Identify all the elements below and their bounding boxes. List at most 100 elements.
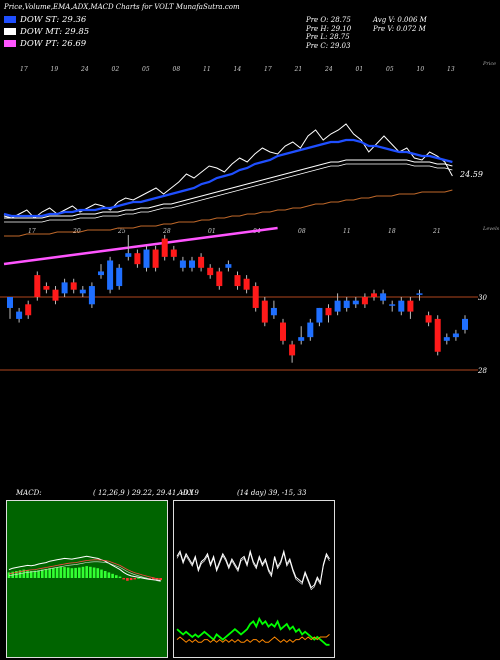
candle-body xyxy=(125,253,132,257)
prev-high: Pre H: 29.10 xyxy=(306,24,352,33)
macd-chart xyxy=(6,500,168,658)
date-label-top: 17 xyxy=(20,66,28,73)
prev-low: Pre L: 28.75 xyxy=(306,33,350,41)
date-label-top: 05 xyxy=(142,66,150,73)
macd-signal-line xyxy=(8,559,161,580)
macd-hist-bar xyxy=(7,572,11,578)
candle-body xyxy=(371,293,377,297)
adx-line-0 xyxy=(176,549,330,589)
candle-body xyxy=(116,267,123,287)
macd-hist-bar xyxy=(118,576,122,578)
candle-body xyxy=(88,286,95,305)
macd-hist-bar xyxy=(41,569,44,578)
macd-hist-bar xyxy=(115,575,118,578)
macd-hist-bar xyxy=(133,578,137,580)
candle-body xyxy=(98,271,104,276)
legend-label-st: DOW ST: 29.36 xyxy=(20,15,87,25)
date-label-bottom: 25 xyxy=(117,228,126,235)
prev-close: Pre C: 29.03 xyxy=(306,41,351,50)
adx-panel-bg xyxy=(173,500,335,658)
candle-body xyxy=(434,318,441,352)
legend-item-pt: DOW PT: 26.69 xyxy=(4,39,89,51)
legend: DOW ST: 29.36 DOW MT: 29.85 DOW PT: 26.6… xyxy=(4,15,89,51)
candle-body xyxy=(298,337,305,341)
date-label-top: 10 xyxy=(417,66,425,73)
date-label-bottom: 08 xyxy=(298,228,306,235)
level-lines: 30 28 xyxy=(0,294,487,375)
candle-body xyxy=(416,293,423,295)
macd-hist-bar xyxy=(59,566,63,578)
adx-params: (14 day) 39, -15, 33 xyxy=(237,489,307,497)
legend-label-mt: DOW MT: 29.85 xyxy=(20,27,90,37)
macd-hist-bar xyxy=(137,578,140,579)
candle-body xyxy=(216,271,223,287)
macd-label: MACD: xyxy=(16,489,42,497)
price-chart: 17 19 24 02 05 08 11 14 17 21 24 01 05 10 13 17 20 25 28 0… xyxy=(0,61,500,375)
macd-hist-bar xyxy=(29,571,33,578)
legend-swatch-pt xyxy=(4,40,16,47)
macd-signal-shadow xyxy=(8,561,161,582)
candle-body xyxy=(452,333,459,338)
ema-line-0 xyxy=(3,123,453,219)
macd-hist-bar xyxy=(129,578,133,581)
macd-hist-bar xyxy=(55,567,59,578)
adx-label: ADX xyxy=(178,489,194,497)
macd-hist-bar xyxy=(107,572,111,578)
candle-body xyxy=(243,278,250,290)
quote-info-right: Avg V: 0.006 M Pre V: 0.072 M xyxy=(373,16,427,33)
candle-body xyxy=(425,315,432,323)
macd-hist-bar xyxy=(96,568,100,578)
candle-body xyxy=(280,322,286,341)
candle-body xyxy=(143,249,150,268)
macd-hist-bar xyxy=(100,569,103,578)
candle-body xyxy=(252,286,259,308)
adx-line-2 xyxy=(176,634,330,643)
macd-hist-bar xyxy=(37,570,40,578)
macd-panel-bg xyxy=(6,500,168,658)
candle-body xyxy=(361,297,368,305)
ema-band-lower xyxy=(4,163,453,223)
legend-label-pt: DOW PT: 26.69 xyxy=(20,39,87,49)
macd-hist-bar xyxy=(78,567,81,578)
avg-volume: Avg V: 0.006 M xyxy=(373,16,427,24)
candle-body xyxy=(316,307,323,323)
candle-body xyxy=(307,322,314,338)
candle-body xyxy=(170,249,177,257)
ema-lines xyxy=(3,123,453,266)
candle-body xyxy=(462,318,468,330)
candle-body xyxy=(7,297,13,308)
macd-hist-bar xyxy=(122,578,125,580)
prev-volume: Pre V: 0.072 M xyxy=(373,24,426,33)
candle-body xyxy=(325,307,332,316)
date-label-top: 13 xyxy=(447,66,455,73)
candle-body xyxy=(380,293,387,301)
candle-body xyxy=(179,260,186,268)
date-label-bottom: 28 xyxy=(162,228,171,235)
quote-info-left: Pre O: 28.75 Pre H: 29.10 Pre L: 28.75 P… xyxy=(306,16,351,50)
adx-line-shadow xyxy=(176,552,330,591)
date-label-top: 11 xyxy=(203,66,211,73)
macd-hist-bar xyxy=(18,570,22,578)
macd-hist-bar xyxy=(85,566,88,578)
candle-body xyxy=(52,289,59,301)
adx-line-1 xyxy=(176,616,330,646)
candle-body xyxy=(270,307,277,316)
macd-params: ( 12,26,9 ) 29.22, 29.41, -0.19 xyxy=(93,489,199,497)
ema-line-2 xyxy=(4,159,453,219)
macd-hist-bar xyxy=(126,578,129,581)
date-label-top: 24 xyxy=(80,66,89,73)
adx-series xyxy=(176,549,330,646)
side-label-levels: Levels xyxy=(482,226,500,232)
ema-line-1 xyxy=(3,138,453,218)
date-label-top: 14 xyxy=(234,66,242,73)
macd-hist-bar xyxy=(70,568,74,578)
prev-open: Pre O: 28.75 xyxy=(306,16,351,24)
candle-body xyxy=(198,256,205,268)
side-label-price: Price xyxy=(482,61,496,67)
date-label-top: 17 xyxy=(264,66,272,73)
candle-body xyxy=(16,311,23,319)
macd-series xyxy=(7,555,162,582)
candle-body xyxy=(207,267,214,276)
legend-swatch-st xyxy=(4,16,16,23)
macd-hist-bar xyxy=(92,567,96,578)
